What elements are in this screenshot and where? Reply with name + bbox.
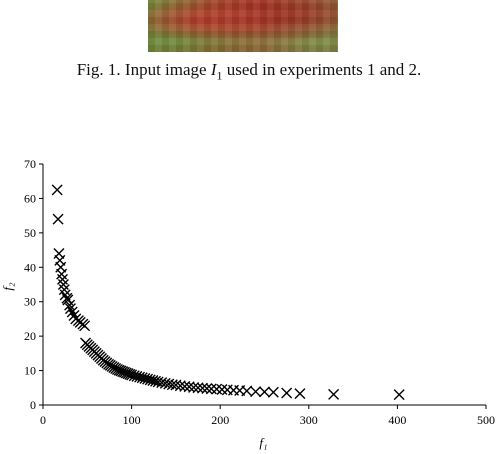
data-point [328, 388, 340, 400]
y-tick-label: 10 [24, 364, 36, 378]
data-point [52, 213, 64, 225]
data-point [188, 381, 200, 393]
data-point [59, 289, 71, 301]
data-point [281, 387, 293, 399]
data-point [211, 383, 223, 395]
y-tick-label: 40 [24, 260, 36, 274]
x-tick-label: 0 [40, 413, 46, 427]
data-point [259, 386, 270, 398]
y-axis-label: f₂ [0, 282, 15, 291]
data-point [205, 383, 217, 395]
x-tick-label: 400 [388, 413, 406, 427]
y-tick-label: 0 [30, 398, 36, 412]
data-point [196, 382, 208, 394]
y-tick-label: 70 [24, 157, 36, 171]
input-image [148, 0, 338, 52]
x-tick-label: 200 [211, 413, 229, 427]
x-tick-label: 100 [123, 413, 141, 427]
data-point [250, 386, 262, 398]
data-point [216, 384, 228, 396]
data-point [122, 368, 134, 380]
data-point [51, 184, 63, 196]
data-point [267, 386, 279, 398]
data-point [64, 303, 76, 315]
data-point [174, 380, 186, 392]
x-tick-label: 300 [300, 413, 318, 427]
data-point [294, 388, 306, 400]
caption-text-before: Input image [124, 60, 207, 79]
x-tick-label: 500 [477, 413, 495, 427]
figure-caption: Fig. 1. Input image I1 used in experimen… [0, 60, 498, 83]
data-point [64, 299, 76, 311]
data-point [192, 382, 204, 394]
caption-prefix: Fig. 1. [76, 60, 121, 79]
y-tick-label: 50 [24, 226, 36, 240]
y-tick-label: 20 [24, 329, 36, 343]
data-point [183, 381, 195, 393]
data-point [393, 389, 405, 401]
scatter-chart: 0 10 20 30 40 50 60 70 0 100 200 300 400 500 f₁ f₂ [0, 157, 495, 450]
data-point [170, 379, 182, 391]
y-tick-label: 60 [24, 191, 36, 205]
caption-text-after: used in experiments 1 and 2. [226, 60, 422, 79]
data-point [179, 380, 191, 392]
data-point [201, 382, 213, 394]
data-point [79, 320, 91, 332]
caption-variable: I1 [210, 60, 223, 83]
x-axis-label: f₁ [259, 435, 267, 450]
y-tick-label: 30 [24, 295, 36, 309]
data-point [66, 306, 78, 318]
data-point [241, 385, 253, 397]
